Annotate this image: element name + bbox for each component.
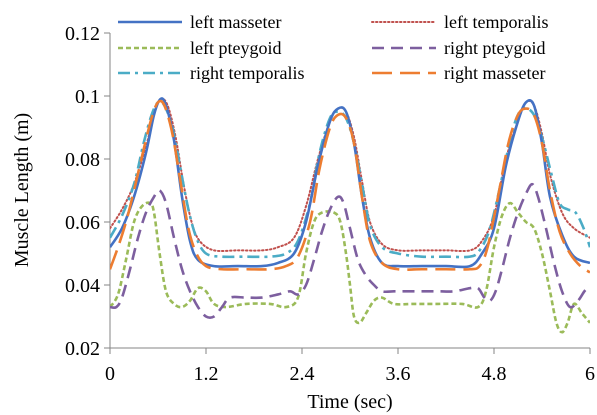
legend-label: left pteygoid [190,38,281,58]
y-axis-ticks: 0.02 0.04 0.06 0.08 0.1 0.12 [65,23,110,360]
legend-label: right masseter [444,63,545,83]
legend-label: left temporalis [444,12,548,32]
x-axis-title: Time (sec) [307,391,392,413]
legend: left masseter left temporalis left pteygoi… [118,12,548,83]
x-tick-label: 2.4 [290,363,315,385]
series-line-left-pteygoid [110,201,590,334]
legend-label: right temporalis [190,63,304,83]
y-tick-label: 0.02 [65,338,100,360]
y-tick-label: 0.04 [65,275,100,297]
legend-label: left masseter [190,12,281,32]
series-lines [110,97,590,334]
y-tick-label: 0.06 [65,212,100,234]
x-axis-ticks: 0 1.2 2.4 3.6 4.8 6 [105,348,595,385]
y-tick-label: 0.08 [65,149,100,171]
x-tick-label: 0 [105,363,115,385]
x-tick-label: 4.8 [482,363,507,385]
y-tick-label: 0.1 [75,86,100,108]
x-tick-label: 3.6 [386,363,411,385]
y-tick-label: 0.12 [65,23,100,45]
series-line-right-masseter [110,99,590,274]
x-tick-label: 1.2 [194,363,219,385]
y-axis-title: Muscle Length (m) [11,113,33,267]
chart-axes: 0.02 0.04 0.06 0.08 0.1 0.12 0 1.2 2.4 3.6 4.8 6 [65,23,595,385]
legend-label: right pteygoid [444,38,546,58]
series-line-right-pteygoid [110,182,590,319]
x-tick-label: 6 [585,363,595,385]
